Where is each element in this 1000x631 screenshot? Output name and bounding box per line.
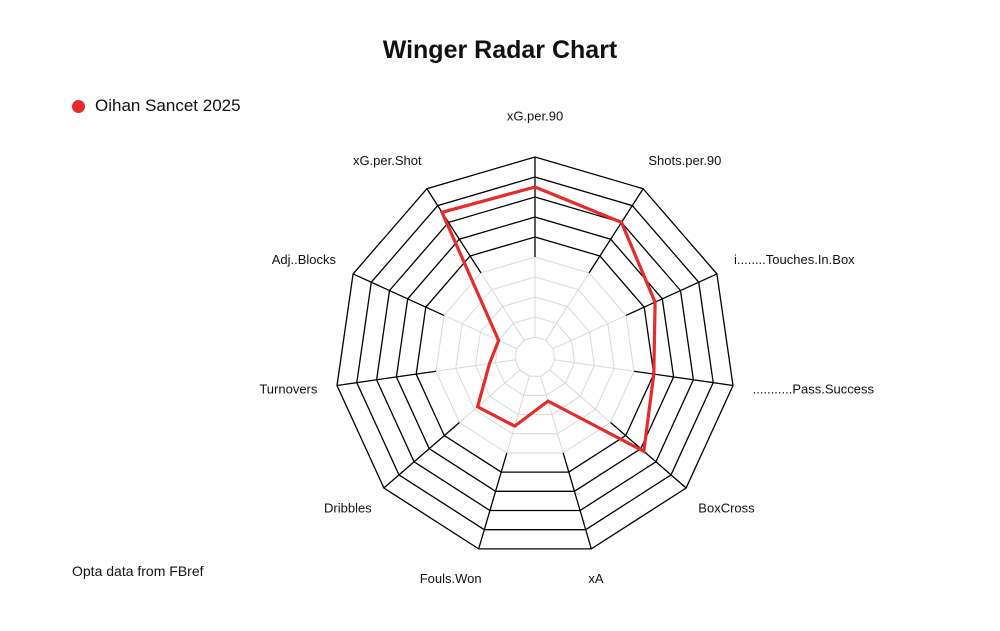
axis-labels: xG.per.90 Shots.per.90 i........Touches.In… bbox=[259, 108, 874, 586]
grid-spoke-inner bbox=[552, 315, 627, 350]
grid-spoke-outer bbox=[588, 188, 644, 274]
grid-spoke-outer bbox=[352, 273, 445, 317]
grid-spoke-inner bbox=[545, 272, 590, 341]
grid-spoke-inner bbox=[554, 359, 635, 372]
grid-spoke-inner bbox=[540, 376, 564, 454]
source-note: Opta data from FBref bbox=[72, 563, 204, 579]
grid-ring bbox=[415, 236, 655, 473]
axis-label: Adj..Blocks bbox=[272, 252, 337, 267]
axis-label: xG.per.90 bbox=[507, 108, 563, 123]
legend-swatch bbox=[72, 99, 85, 113]
grid-spoke-inner bbox=[443, 315, 518, 350]
series-line bbox=[439, 185, 657, 454]
grid-spoke-outer bbox=[336, 370, 437, 387]
grid-spoke-inner bbox=[435, 359, 516, 372]
chart-title: Winger Radar Chart bbox=[382, 36, 618, 64]
grid-ring bbox=[455, 276, 615, 435]
grid-ring bbox=[356, 176, 714, 531]
grid-spoke-outer bbox=[633, 370, 734, 387]
grid-spoke-outer bbox=[383, 421, 460, 489]
legend: Oihan Sancet 2025 bbox=[72, 96, 241, 116]
axis-label: xA bbox=[588, 571, 604, 586]
grid-spoke-outer bbox=[478, 452, 508, 550]
axis-label: BoxCross bbox=[698, 500, 755, 515]
grid-ring bbox=[395, 216, 675, 492]
grid-ring bbox=[494, 316, 576, 396]
grid-ring bbox=[375, 196, 695, 512]
axis-label: i........Touches.In.Box bbox=[734, 252, 855, 267]
axis-label: Dribbles bbox=[324, 500, 372, 515]
legend-label: Oihan Sancet 2025 bbox=[95, 96, 241, 115]
grid-spoke-inner bbox=[549, 369, 611, 423]
grid-spoke-outer bbox=[625, 273, 718, 317]
axis-label: xG.per.Shot bbox=[353, 153, 422, 168]
grid-spoke-outer bbox=[426, 188, 482, 274]
grid-spoke-outer bbox=[562, 452, 592, 550]
grid-ring bbox=[475, 296, 595, 416]
grid-spoke-inner bbox=[480, 272, 525, 341]
axis-label: ...........Pass.Success bbox=[753, 381, 875, 396]
grid-ring bbox=[435, 256, 635, 454]
axis-label: Turnovers bbox=[259, 381, 318, 396]
inner-spokes bbox=[435, 257, 635, 454]
axis-label: Fouls.Won bbox=[420, 571, 482, 586]
series-layer bbox=[439, 185, 657, 454]
inner-grid bbox=[435, 256, 635, 454]
grid-spoke-inner bbox=[459, 369, 521, 423]
grid-spoke-outer bbox=[610, 421, 687, 489]
outer-spokes bbox=[336, 157, 734, 550]
grid-ring bbox=[514, 336, 556, 377]
grid-spoke-inner bbox=[506, 376, 530, 454]
axis-label: Shots.per.90 bbox=[648, 153, 721, 168]
